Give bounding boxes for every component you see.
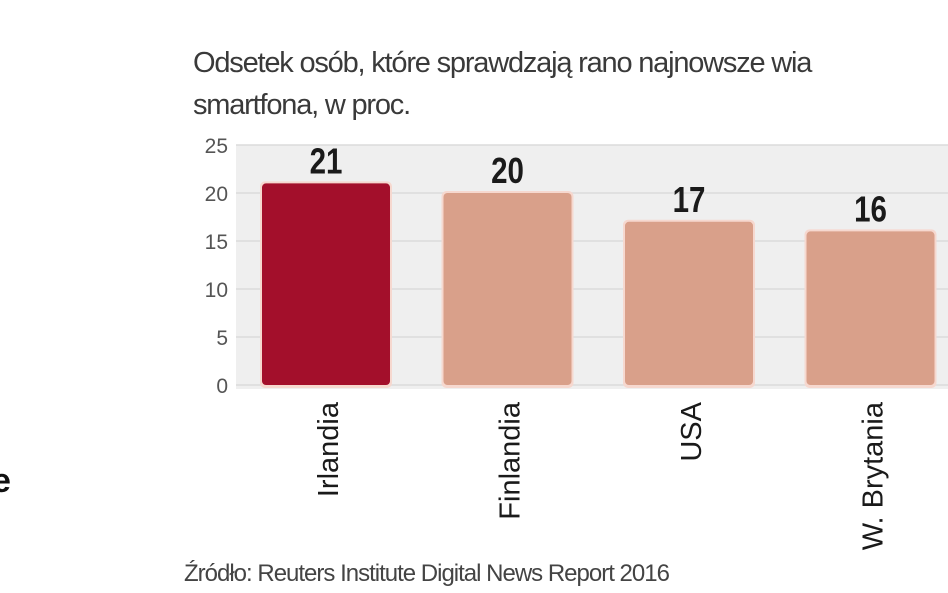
- bar: [625, 221, 753, 385]
- bar: [443, 193, 572, 385]
- cropped-text-fragment: e: [0, 462, 11, 500]
- title-line-1: Odsetek osób, które sprawdzają rano najn…: [193, 47, 812, 79]
- x-tick-label: Irlandia: [313, 401, 345, 497]
- y-tick-label: 25: [205, 135, 228, 158]
- bar: [262, 183, 390, 385]
- chart-title: Odsetek osób, które sprawdzają rano najn…: [193, 42, 948, 126]
- source-note: Źródło: Reuters Institute Digital News R…: [184, 560, 670, 587]
- y-tick-label: 5: [216, 327, 228, 350]
- data-label: 16: [854, 189, 887, 229]
- x-tick-label: Finlandia: [495, 401, 527, 520]
- data-label: 21: [310, 141, 343, 181]
- title-line-2: smartfona, w proc.: [193, 89, 411, 121]
- bar: [806, 231, 935, 385]
- data-label: 20: [491, 150, 524, 190]
- y-tick-label: 10: [205, 279, 228, 302]
- y-tick-label: 20: [205, 183, 228, 206]
- y-tick-label: 15: [205, 231, 228, 254]
- x-tick-label: W. Brytania: [858, 401, 890, 550]
- data-label: 17: [673, 179, 706, 219]
- y-tick-label: 0: [216, 375, 228, 398]
- x-tick-label: USA: [676, 401, 708, 461]
